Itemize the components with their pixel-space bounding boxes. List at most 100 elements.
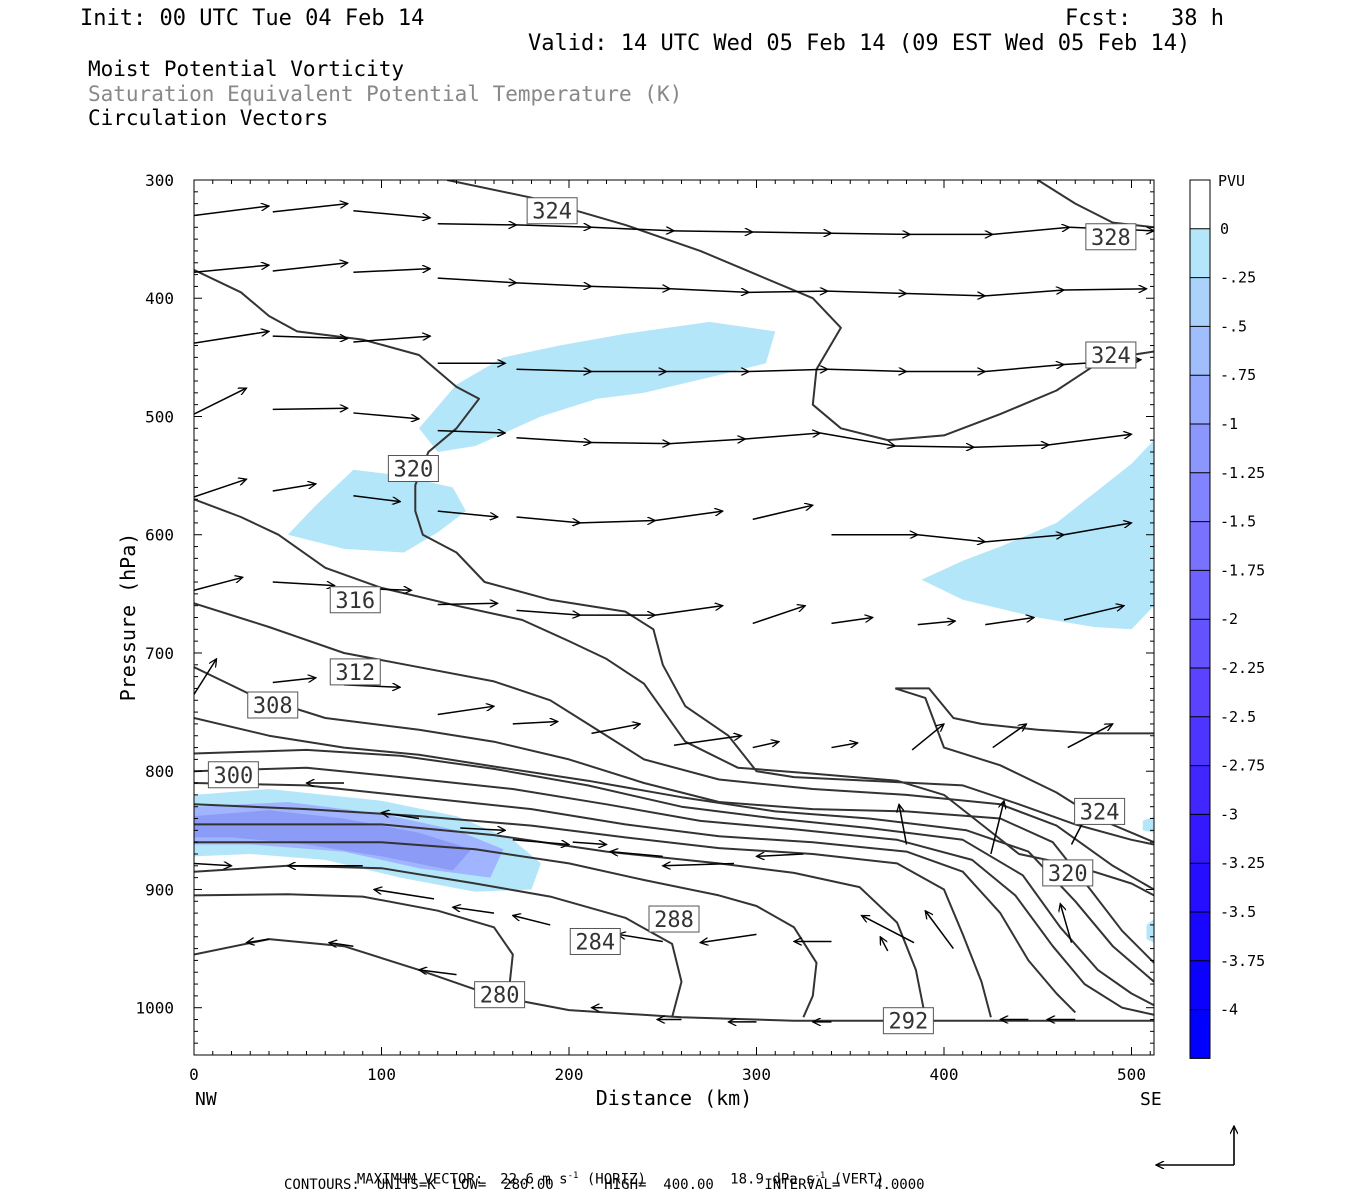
circulation-vector-24 xyxy=(194,331,269,344)
circulation-vector-2 xyxy=(353,209,430,218)
contour-label-3: 320 xyxy=(387,455,439,483)
circulation-vector-78 xyxy=(673,736,742,746)
colorbar-label-5: -1.25 xyxy=(1220,464,1265,482)
contour-label-5: 312 xyxy=(329,658,381,686)
mpv-region-6 xyxy=(1142,816,1154,833)
x-tick-label-4: 400 xyxy=(930,1065,959,1084)
x-tick-label-5: 500 xyxy=(1117,1065,1146,1084)
theta-contour-7 xyxy=(194,766,1154,1016)
colorbar-swatch-8 xyxy=(1190,570,1210,620)
x-end-label-right: SE xyxy=(1140,1089,1162,1110)
horiz-exponent: -1 xyxy=(567,1171,579,1181)
colorbar-swatch-9 xyxy=(1190,619,1210,668)
circulation-vector-49 xyxy=(272,484,316,492)
contour-label-2: 324 xyxy=(1085,341,1137,369)
circulation-vector-28 xyxy=(516,369,592,371)
circulation-vector-12 xyxy=(194,265,269,273)
mpv-shading xyxy=(194,321,1154,943)
colorbar-label-3: -.75 xyxy=(1220,366,1256,384)
contours-info: CONTOURS: UNITS=K LOW= 280.00 HIGH= 400.… xyxy=(284,1177,925,1193)
circulation-vector-21 xyxy=(906,294,986,296)
circulation-vector-26 xyxy=(353,336,430,343)
circulation-vector-36 xyxy=(194,388,247,415)
y-tick-label-1: 400 xyxy=(145,289,174,308)
circulation-vector-87 xyxy=(512,839,569,845)
colorbar-label-11: -2.75 xyxy=(1220,757,1265,775)
y-tick-label-4: 700 xyxy=(145,644,174,663)
colorbar-label-8: -2 xyxy=(1220,610,1238,628)
colorbar-label-13: -3.25 xyxy=(1220,854,1265,872)
colorbar-label-1: -.25 xyxy=(1220,269,1256,287)
theta-contour-12 xyxy=(194,498,1154,897)
colorbar-swatch-2 xyxy=(1190,277,1210,327)
circulation-vector-22 xyxy=(985,290,1064,297)
y-tick-label-6: 900 xyxy=(145,880,174,899)
colorbar-swatch-7 xyxy=(1190,521,1210,571)
circulation-vector-15 xyxy=(437,277,517,283)
theta-contour-1 xyxy=(194,893,514,991)
circulation-vector-43 xyxy=(745,433,820,440)
colorbar-label-9: -2.25 xyxy=(1220,659,1265,677)
x-tick-label-1: 100 xyxy=(367,1065,396,1084)
circulation-vector-82 xyxy=(992,724,1027,749)
circulation-vector-108 xyxy=(247,939,270,943)
y-tick-label-7: 1000 xyxy=(135,999,174,1018)
theta-contour-15 xyxy=(1037,180,1154,229)
circulation-vector-42 xyxy=(670,439,745,445)
circulation-vector-85 xyxy=(382,813,420,820)
colorbar-units: PVU xyxy=(1218,172,1245,190)
circulation-vector-7 xyxy=(752,232,832,233)
vert-tag: (VERT) xyxy=(825,1171,885,1188)
circulation-vector-31 xyxy=(748,369,828,371)
colorbar-label-0: 0 xyxy=(1220,220,1229,238)
svg-text:324: 324 xyxy=(532,200,572,225)
theta-contour-17 xyxy=(894,687,1154,844)
circulation-vector-53 xyxy=(580,521,655,523)
circulation-vector-76 xyxy=(512,722,558,724)
colorbar-swatch-17 xyxy=(1190,1009,1210,1059)
circulation-vector-23 xyxy=(1063,289,1147,290)
x-tick-label-3: 300 xyxy=(742,1065,771,1084)
circulation-vector-99 xyxy=(513,915,551,926)
circulation-vector-63 xyxy=(437,603,498,604)
theta-contour-2 xyxy=(194,864,683,1018)
circulation-vector-1 xyxy=(272,204,348,213)
circulation-vector-40 xyxy=(516,437,592,443)
theta-contour-6 xyxy=(194,782,1077,1014)
field-title-mpv: Moist Potential Vorticity xyxy=(88,57,405,81)
circulation-vector-52 xyxy=(516,516,581,523)
circulation-vector-80 xyxy=(831,743,858,748)
colorbar-swatch-4 xyxy=(1190,375,1210,424)
circulation-vector-60 xyxy=(194,577,243,592)
mpv-region-2 xyxy=(921,440,1154,630)
svg-text:288: 288 xyxy=(654,908,694,933)
contour-label-7: 300 xyxy=(207,761,259,789)
circulation-vector-54 xyxy=(655,511,723,522)
colorbar-swatch-6 xyxy=(1190,472,1210,522)
circulation-vector-58 xyxy=(985,535,1064,543)
circulation-vector-61 xyxy=(272,582,335,586)
circulation-vector-92 xyxy=(899,804,908,845)
circulation-vector-20 xyxy=(827,291,907,293)
max-vector-label: MAXIMUM VECTOR: xyxy=(356,1171,484,1188)
circulation-vector-50 xyxy=(353,494,400,502)
circulation-vector-59 xyxy=(1063,523,1132,536)
circulation-vector-83 xyxy=(1067,724,1113,749)
svg-text:280: 280 xyxy=(480,984,520,1009)
circulation-vector-47 xyxy=(1048,434,1132,446)
theta-contour-3 xyxy=(194,841,818,1018)
circulation-vector-109 xyxy=(329,943,354,947)
x-end-label-left: NW xyxy=(195,1089,217,1110)
circulation-vector-16 xyxy=(516,283,592,287)
colorbar-swatch-14 xyxy=(1190,863,1210,912)
contour-label-6: 308 xyxy=(247,691,299,719)
theta-contour-0 xyxy=(194,938,1154,1022)
contour-label-12: 280 xyxy=(474,981,526,1009)
field-title-theta: Saturation Equivalent Potential Temperat… xyxy=(88,82,683,106)
mpv-region-7 xyxy=(1146,919,1154,943)
circulation-vector-8 xyxy=(831,233,911,234)
svg-text:324: 324 xyxy=(1091,344,1131,369)
vert-exponent: -1 xyxy=(814,1171,826,1181)
contour-label-9: 320 xyxy=(1042,859,1094,887)
y-tick-label-5: 800 xyxy=(145,762,174,781)
